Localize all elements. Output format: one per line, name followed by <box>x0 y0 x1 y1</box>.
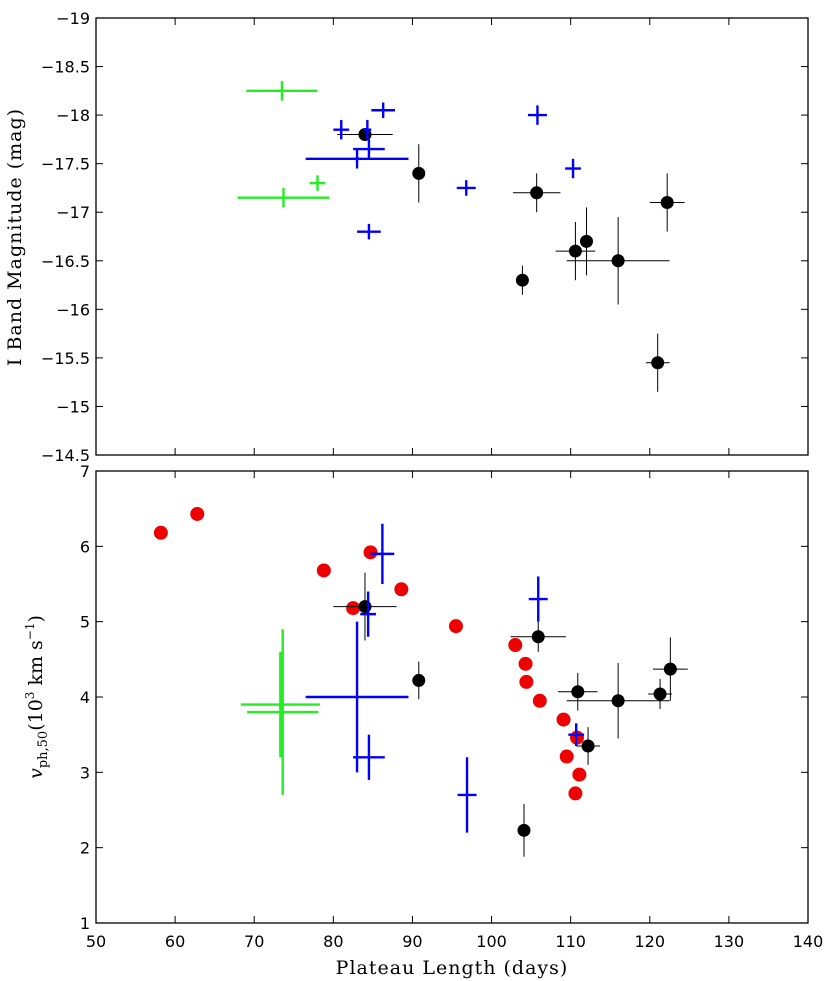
top-panel: −19 −18.5 −18 −17.5 −17 −16.5 −16 −15.5 −15 −14.5… <box>4 9 809 465</box>
top-y-tick-label: −18 <box>56 106 90 125</box>
x-axis-label: Plateau Length (days) <box>336 957 569 979</box>
bottom-panel-marks <box>153 506 688 857</box>
x-tick-label: 120 <box>635 932 666 951</box>
red-data-point <box>346 601 361 616</box>
red-data-point <box>448 619 463 634</box>
red-data-point <box>508 638 523 653</box>
x-tick-label: 130 <box>714 932 745 951</box>
top-y-tick-label: −17.5 <box>41 155 90 174</box>
black-data-point <box>653 687 667 701</box>
bottom-y-tick-label: 5 <box>80 613 90 632</box>
black-data-point <box>651 356 665 370</box>
red-data-point <box>153 525 168 540</box>
top-y-tick-label: −16 <box>56 300 90 319</box>
top-y-tick-label: −19 <box>56 9 90 28</box>
x-tick-label: 90 <box>402 932 422 951</box>
bottom-y-tick-label: 1 <box>80 914 90 933</box>
x-tick-label: 80 <box>323 932 343 951</box>
red-data-point <box>316 563 331 578</box>
red-data-point <box>363 545 378 560</box>
black-data-point <box>531 630 545 644</box>
black-data-point <box>412 673 426 687</box>
black-data-point <box>611 254 625 268</box>
red-data-point <box>519 674 534 689</box>
red-data-point <box>394 582 409 597</box>
x-tick-label: 140 <box>793 932 824 951</box>
black-data-point <box>412 166 426 180</box>
red-data-point <box>518 656 533 671</box>
top-y-tick-label: −15.5 <box>41 349 90 368</box>
x-tick-label: 70 <box>244 932 264 951</box>
x-tick-label: 100 <box>476 932 507 951</box>
x-tick-label: 60 <box>165 932 185 951</box>
bottom-y-tick-label: 7 <box>80 462 90 481</box>
bottom-y-tick-label: 4 <box>80 688 90 707</box>
top-y-axis-label: I Band Magnitude (mag) <box>4 108 26 366</box>
black-data-point <box>660 196 674 210</box>
black-data-point <box>568 244 582 258</box>
top-y-tick-label: −17 <box>56 203 90 222</box>
x-tick-label: 50 <box>86 932 106 951</box>
red-data-point <box>556 712 571 727</box>
top-y-tick-label: −18.5 <box>41 58 90 77</box>
bottom-y-tick-label: 2 <box>80 839 90 858</box>
red-data-point <box>559 749 574 764</box>
bottom-panel-ticks: 50 60 70 80 90 100 110 120 130 140 1 2 3 4 5 6 7 <box>80 462 823 951</box>
black-data-point <box>517 823 531 837</box>
black-data-point <box>571 685 585 699</box>
red-data-point <box>568 786 583 801</box>
bottom-y-tick-label: 3 <box>80 763 90 782</box>
top-y-tick-label: −14.5 <box>41 446 90 465</box>
black-data-point <box>530 186 544 200</box>
top-panel-marks <box>237 81 685 392</box>
red-data-point <box>190 506 205 521</box>
bottom-y-axis-label: vph,50(103 km s−1) <box>23 615 51 779</box>
black-data-point <box>579 234 593 248</box>
red-data-point <box>532 693 547 708</box>
bottom-panel: 50 60 70 80 90 100 110 120 130 140 1 2 3 4 5 6 7 Plateau… <box>23 462 823 979</box>
top-y-tick-label: −16.5 <box>41 252 90 271</box>
black-data-point <box>358 600 372 614</box>
x-tick-label: 110 <box>555 932 586 951</box>
black-data-point <box>581 739 595 753</box>
top-panel-frame <box>95 17 809 456</box>
red-data-point <box>572 767 587 782</box>
top-y-tick-label: −15 <box>56 397 90 416</box>
black-data-point <box>611 694 625 708</box>
black-data-point <box>663 662 677 676</box>
bottom-y-tick-label: 6 <box>80 537 90 556</box>
black-data-point <box>515 273 529 287</box>
top-panel-ticks: −19 −18.5 −18 −17.5 −17 −16.5 −16 −15.5 −15 −14.5 <box>41 9 809 465</box>
